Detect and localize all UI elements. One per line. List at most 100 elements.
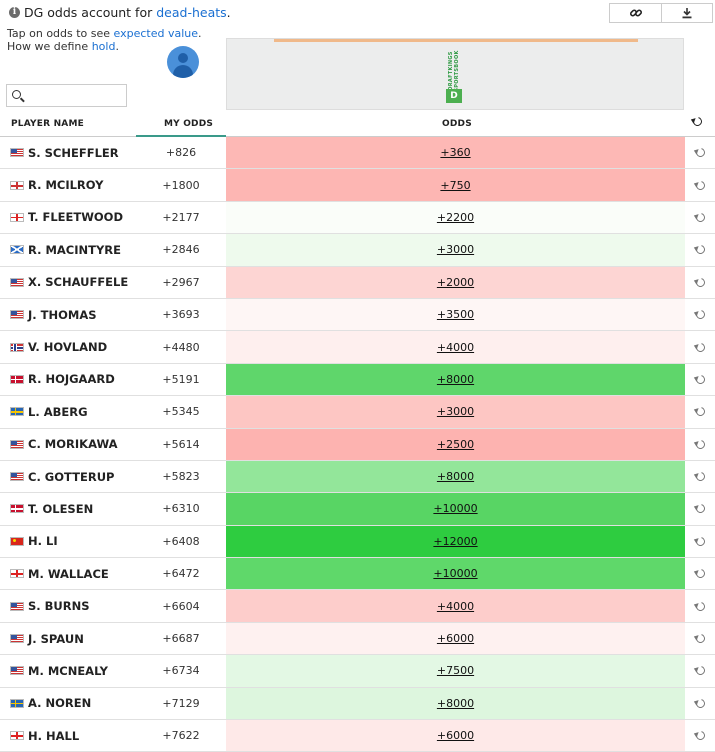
odds-link[interactable]: +12000 xyxy=(433,534,478,548)
odds-cell[interactable]: +750 xyxy=(226,169,685,201)
odds-link[interactable]: +2200 xyxy=(436,210,475,224)
odds-link[interactable]: +360 xyxy=(440,146,471,160)
odds-cell[interactable]: +6000 xyxy=(226,720,685,752)
search-box[interactable] xyxy=(6,84,127,107)
player-cell[interactable]: J. THOMAS xyxy=(10,299,97,330)
player-cell[interactable]: M. MCNEALY xyxy=(10,655,108,686)
player-cell[interactable]: T. OLESEN xyxy=(10,493,93,524)
odds-cell[interactable]: +3500 xyxy=(226,298,685,331)
odds-cell[interactable]: +360 xyxy=(226,137,685,169)
odds-cell[interactable]: +10000 xyxy=(226,558,685,590)
reset-row-button[interactable] xyxy=(685,267,715,298)
player-cell[interactable]: C. GOTTERUP xyxy=(10,461,114,492)
expected-value-link[interactable]: expected value xyxy=(113,27,199,40)
hold-link[interactable]: hold xyxy=(91,40,116,53)
copy-link-button[interactable] xyxy=(609,3,661,23)
player-cell[interactable]: S. BURNS xyxy=(10,590,90,621)
player-cell[interactable]: R. MACINTYRE xyxy=(10,234,121,265)
odds-link[interactable]: +2000 xyxy=(436,275,475,289)
odds-link[interactable]: +10000 xyxy=(433,567,478,581)
table-row: T. OLESEN +6310 +10000 xyxy=(0,493,715,526)
odds-cell[interactable]: +2200 xyxy=(226,201,685,234)
odds-cell[interactable]: +6000 xyxy=(226,622,685,655)
flag-icon xyxy=(10,310,24,320)
reset-row-button[interactable] xyxy=(685,429,715,460)
odds-cell[interactable]: +8000 xyxy=(226,460,685,493)
reset-row-button[interactable] xyxy=(685,331,715,362)
my-odds-cell: +6472 xyxy=(162,567,200,581)
odds-cell[interactable]: +3000 xyxy=(226,234,685,266)
reset-row-button[interactable] xyxy=(685,234,715,265)
odds-link[interactable]: +750 xyxy=(440,178,471,192)
download-button[interactable] xyxy=(661,3,713,23)
reset-row-button[interactable] xyxy=(685,558,715,589)
reset-row-button[interactable] xyxy=(685,688,715,719)
reset-row-button[interactable] xyxy=(685,655,715,686)
reset-row-button[interactable] xyxy=(685,364,715,395)
player-cell[interactable]: S. SCHEFFLER xyxy=(10,137,119,168)
player-cell[interactable]: J. SPAUN xyxy=(10,623,84,654)
table-row: M. WALLACE +6472 +10000 xyxy=(0,558,715,591)
odds-link[interactable]: +2500 xyxy=(436,437,475,451)
odds-cell[interactable]: +12000 xyxy=(226,525,685,558)
odds-link[interactable]: +8000 xyxy=(436,696,475,710)
odds-link[interactable]: +4000 xyxy=(436,340,475,354)
odds-link[interactable]: +8000 xyxy=(436,470,475,484)
odds-cell[interactable]: +2000 xyxy=(226,266,685,298)
odds-link[interactable]: +3000 xyxy=(436,243,475,257)
player-cell[interactable]: H. HALL xyxy=(10,720,79,751)
reset-row-button[interactable] xyxy=(685,137,715,168)
player-cell[interactable]: H. LI xyxy=(10,526,58,557)
player-cell[interactable]: R. MCILROY xyxy=(10,169,103,200)
reset-all-button[interactable] xyxy=(691,115,704,129)
player-cell[interactable]: M. WALLACE xyxy=(10,558,109,589)
reset-row-button[interactable] xyxy=(685,493,715,524)
odds-cell[interactable]: +3000 xyxy=(226,396,685,428)
reset-row-button[interactable] xyxy=(685,590,715,621)
player-name: S. SCHEFFLER xyxy=(28,145,119,160)
odds-link[interactable]: +3000 xyxy=(436,405,475,419)
player-cell[interactable]: C. MORIKAWA xyxy=(10,429,118,460)
user-avatar-icon[interactable] xyxy=(167,46,199,78)
column-header-player-name[interactable]: PLAYER NAME xyxy=(11,119,84,129)
odds-cell[interactable]: +10000 xyxy=(226,493,685,525)
reset-row-button[interactable] xyxy=(685,526,715,557)
reset-row-button[interactable] xyxy=(685,299,715,330)
player-cell[interactable]: L. ABERG xyxy=(10,396,88,427)
odds-cell[interactable]: +8000 xyxy=(226,687,685,720)
reset-row-button[interactable] xyxy=(685,396,715,427)
odds-link[interactable]: +10000 xyxy=(433,502,478,516)
player-name: X. SCHAUFFELE xyxy=(28,275,129,290)
player-cell[interactable]: R. HOJGAARD xyxy=(10,364,115,395)
reset-row-button[interactable] xyxy=(685,169,715,200)
odds-link[interactable]: +8000 xyxy=(436,372,475,386)
flag-icon xyxy=(10,601,24,611)
player-cell[interactable]: V. HOVLAND xyxy=(10,331,107,362)
odds-link[interactable]: +7500 xyxy=(436,664,475,678)
download-icon xyxy=(682,8,692,19)
odds-link[interactable]: +4000 xyxy=(436,599,475,613)
odds-link[interactable]: +6000 xyxy=(436,729,475,743)
flag-icon xyxy=(10,634,24,644)
odds-cell[interactable]: +2500 xyxy=(226,428,685,460)
column-header-odds[interactable]: ODDS xyxy=(442,119,472,129)
reset-row-button[interactable] xyxy=(685,202,715,233)
flag-icon xyxy=(10,439,24,449)
player-cell[interactable]: A. NOREN xyxy=(10,688,91,719)
odds-cell[interactable]: +4000 xyxy=(226,331,685,363)
player-cell[interactable]: X. SCHAUFFELE xyxy=(10,267,128,298)
odds-cell[interactable]: +7500 xyxy=(226,655,685,687)
odds-link[interactable]: +3500 xyxy=(436,308,475,322)
reset-row-button[interactable] xyxy=(685,461,715,492)
search-input[interactable] xyxy=(25,87,127,105)
reset-row-button[interactable] xyxy=(685,720,715,751)
column-header-my-odds[interactable]: MY ODDS xyxy=(164,119,214,129)
odds-link[interactable]: +6000 xyxy=(436,632,475,646)
dead-heats-link[interactable]: dead-heats xyxy=(156,5,227,20)
reset-row-button[interactable] xyxy=(685,623,715,654)
info-icon[interactable]: i xyxy=(9,7,20,18)
odds-cell[interactable]: +4000 xyxy=(226,590,685,622)
sportsbook-banner[interactable]: DRAFTKINGS SPORTSBOOK D xyxy=(226,38,684,110)
player-cell[interactable]: T. FLEETWOOD xyxy=(10,202,123,233)
odds-cell[interactable]: +8000 xyxy=(226,363,685,396)
